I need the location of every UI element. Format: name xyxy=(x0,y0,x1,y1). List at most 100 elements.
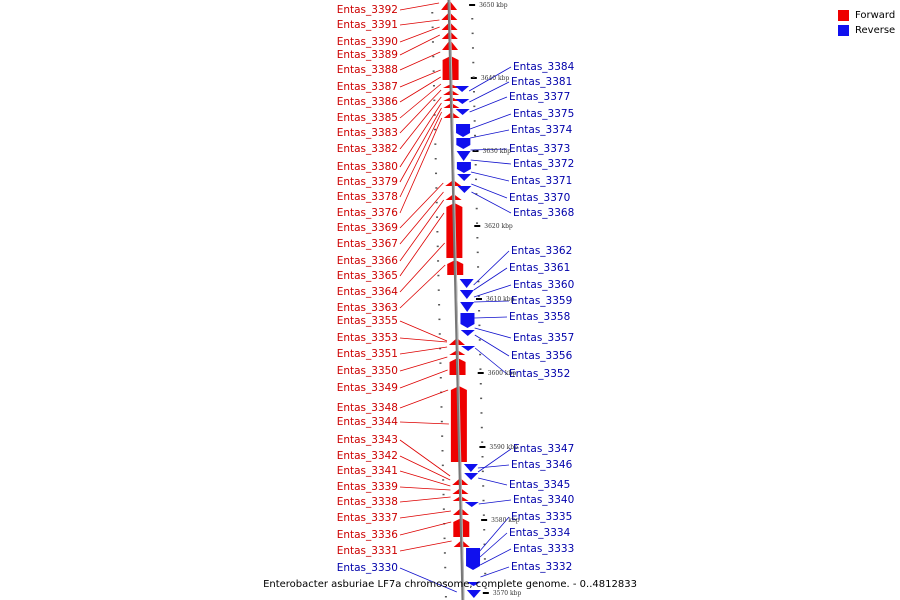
forward-leader xyxy=(399,69,441,88)
forward-gene-label: Entas_3386 xyxy=(336,96,398,108)
forward-gene-label: Entas_3343 xyxy=(336,434,398,446)
reverse-gene-label: Entas_3332 xyxy=(511,561,573,573)
forward-gene-label: Entas_3353 xyxy=(336,332,398,344)
forward-leader xyxy=(399,521,452,536)
reverse-gene-label: Entas_3360 xyxy=(513,279,575,291)
minor-tick xyxy=(482,499,485,502)
minor-tick xyxy=(473,120,476,122)
minor-tick xyxy=(433,114,436,116)
forward-leader xyxy=(399,19,440,26)
minor-tick xyxy=(440,420,443,423)
minor-tick xyxy=(483,543,486,546)
minor-tick xyxy=(438,304,441,306)
minor-tick xyxy=(436,216,439,218)
reverse-gene-label: Entas_3357 xyxy=(513,332,575,344)
minor-tick xyxy=(484,587,487,589)
reverse-gene xyxy=(461,346,476,351)
minor-tick xyxy=(442,508,445,510)
reverse-leader xyxy=(470,171,510,182)
reverse-gene-label: Entas_3370 xyxy=(509,192,571,204)
minor-tick xyxy=(434,143,437,145)
forward-leader xyxy=(399,34,440,56)
forward-leader xyxy=(399,182,444,229)
reverse-gene-label: Entas_3373 xyxy=(509,143,571,155)
minor-tick xyxy=(437,260,440,262)
forward-gene-label: Entas_3378 xyxy=(336,191,398,203)
tick-label: 3620 kbp xyxy=(484,223,513,230)
forward-leader xyxy=(399,264,446,309)
reverse-gene-label: Entas_3358 xyxy=(509,311,571,323)
reverse-gene xyxy=(455,86,470,92)
forward-leader xyxy=(399,346,448,355)
forward-leader xyxy=(399,356,448,372)
forward-gene-label: Entas_3385 xyxy=(336,112,398,124)
minor-tick xyxy=(483,558,486,560)
minor-tick xyxy=(472,91,475,93)
reverse-leader xyxy=(399,567,457,593)
reverse-gene xyxy=(464,473,479,480)
reverse-leader xyxy=(469,81,510,103)
chromosome-axis-highlight xyxy=(449,0,465,600)
minor-tick xyxy=(433,99,436,102)
reverse-leader xyxy=(474,300,510,303)
reverse-leader xyxy=(477,464,510,469)
forward-gene-label: Entas_3376 xyxy=(336,207,398,219)
reverse-leader xyxy=(473,250,510,286)
minor-tick xyxy=(435,187,438,189)
minor-tick xyxy=(479,368,482,370)
reverse-gene-label: Entas_3345 xyxy=(509,479,571,491)
chromosome-axis xyxy=(447,0,465,600)
minor-tick xyxy=(434,128,437,131)
forward-gene-label: Entas_3391 xyxy=(336,19,398,31)
forward-leader xyxy=(399,83,442,119)
forward-leader xyxy=(399,212,445,277)
reverse-gene xyxy=(460,330,475,336)
minor-tick xyxy=(471,47,474,49)
map-caption: Enterobacter asburiae LF7a chromosome, c… xyxy=(263,579,637,590)
minor-tick xyxy=(471,32,474,35)
minor-tick xyxy=(472,76,475,78)
forward-gene-label: Entas_3392 xyxy=(336,4,398,16)
minor-tick xyxy=(477,266,480,268)
reverse-leader xyxy=(473,284,512,298)
reverse-gene-label: Entas_3375 xyxy=(513,108,575,120)
forward-gene-label: Entas_3351 xyxy=(336,348,398,360)
forward-gene-label: Entas_3389 xyxy=(336,49,398,61)
forward-leader xyxy=(399,199,444,262)
reverse-leader xyxy=(471,183,508,199)
minor-tick xyxy=(481,470,484,473)
reverse-leader xyxy=(470,159,512,165)
reverse-leader xyxy=(474,334,510,357)
reverse-leader xyxy=(468,66,512,92)
reverse-gene xyxy=(460,313,475,328)
minor-tick xyxy=(475,178,478,181)
forward-gene-label: Entas_3387 xyxy=(336,81,398,93)
reverse-gene xyxy=(466,590,481,598)
minor-tick xyxy=(479,383,482,385)
minor-tick xyxy=(473,105,476,108)
reverse-gene-label: Entas_3330 xyxy=(336,562,398,574)
reverse-gene xyxy=(456,124,471,137)
reverse-gene-label: Entas_3359 xyxy=(511,295,573,307)
reverse-leader xyxy=(479,548,512,566)
tick-label: 3630 kbp xyxy=(482,148,512,155)
reverse-gene-label: Entas_3346 xyxy=(511,459,573,471)
minor-tick xyxy=(439,362,442,364)
minor-tick xyxy=(478,310,481,312)
forward-leader xyxy=(399,102,442,168)
reverse-gene xyxy=(455,109,470,115)
forward-swatch xyxy=(838,10,849,21)
tick-label: 3610 kbp xyxy=(485,296,515,303)
minor-tick xyxy=(474,164,477,166)
minor-tick xyxy=(479,353,482,356)
minor-tick xyxy=(480,412,483,414)
minor-tick xyxy=(440,406,443,408)
reverse-gene-label: Entas_3362 xyxy=(511,245,573,257)
label-leaders xyxy=(399,2,512,593)
reverse-leader xyxy=(477,448,512,473)
forward-leader xyxy=(399,486,451,491)
forward-gene-label: Entas_3349 xyxy=(336,382,398,394)
reverse-leader xyxy=(478,477,508,486)
forward-gene-label: Entas_3342 xyxy=(336,450,398,462)
